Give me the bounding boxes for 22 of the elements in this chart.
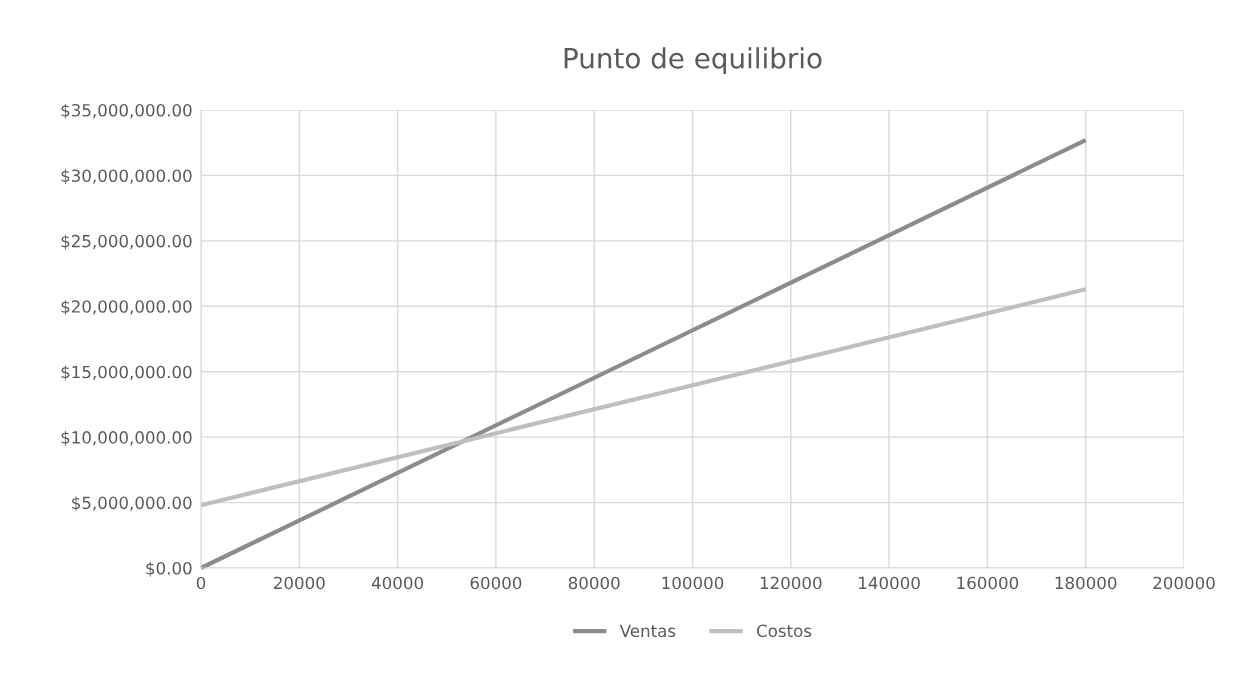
y-tick-label: $25,000,000.00 (61, 234, 192, 250)
x-tick-label: 200000 (1153, 576, 1215, 590)
x-tick-label: 80000 (568, 576, 620, 590)
x-tick-label: 20000 (274, 576, 325, 590)
x-tick-label: 180000 (1055, 576, 1117, 590)
y-tick-label: $10,000,000.00 (61, 430, 192, 446)
x-tick-label: 100000 (662, 576, 724, 590)
y-tick-label: $5,000,000.00 (72, 496, 192, 512)
y-tick-label: $15,000,000.00 (61, 365, 192, 381)
y-tick-label: $35,000,000.00 (61, 103, 192, 119)
x-tick-label: 140000 (859, 576, 920, 590)
x-tick-label: 0 (196, 576, 206, 590)
x-tick-label: 160000 (957, 576, 1019, 590)
x-tick-label: 60000 (470, 576, 522, 590)
y-tick-label: $30,000,000.00 (61, 169, 192, 185)
x-tick-label: 40000 (371, 576, 423, 590)
y-tick-label: $0.00 (146, 561, 192, 577)
x-tick-label: 120000 (760, 576, 822, 590)
legend-label: Costos (756, 624, 812, 638)
chart-title: Punto de equilibrio (564, 47, 822, 75)
y-tick-label: $20,000,000.00 (61, 299, 192, 316)
legend-label: Ventas (619, 624, 676, 638)
